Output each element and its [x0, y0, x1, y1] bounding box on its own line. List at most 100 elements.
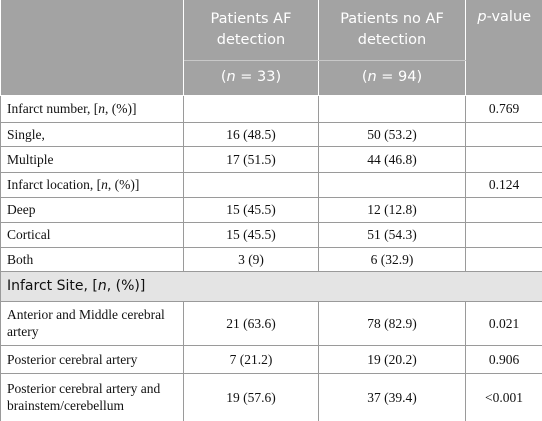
text: 78 (82.9) — [367, 315, 417, 331]
text: 0.906 — [488, 351, 520, 367]
text-run: ( — [361, 69, 368, 85]
cell — [465, 221, 542, 248]
text-run: n — [97, 277, 107, 294]
column-header: Patients no AF detection — [318, 0, 466, 61]
header-row: Patients AF detection Patients no AF dete… — [0, 0, 542, 96]
cell — [318, 171, 466, 198]
text: Both — [7, 251, 34, 267]
text-run: , (%)] — [106, 277, 146, 294]
header-row: (n = 33) (n = 94) — [1, 60, 542, 96]
text-run: -value — [486, 9, 532, 25]
text: 19 (20.2) — [367, 351, 417, 367]
table-row: Infarct location, [n, (%)] 0.124 — [0, 171, 542, 198]
text: 21 (63.6) — [226, 315, 276, 331]
cell — [183, 94, 319, 123]
text: Patients AF detection — [210, 10, 292, 48]
text: 16 (48.5) — [226, 126, 276, 142]
cell: 0.124 — [465, 171, 542, 198]
cell: 37 (39.4) — [318, 372, 466, 421]
text-run: ( — [220, 69, 227, 85]
row-label: Posterior cerebral artery — [0, 344, 184, 374]
cell: 0.769 — [465, 94, 542, 123]
text: 12 (12.8) — [367, 202, 417, 217]
table-row: Infarct number, [n, (%)] 0.769 — [0, 94, 542, 123]
cell: 15 (45.5) — [183, 221, 319, 248]
cell — [465, 145, 542, 173]
text: <0.001 — [485, 389, 523, 405]
row-label: Infarct number, [n, (%)] — [0, 94, 184, 123]
table-row: Posterior cerebral artery 7 (21.2) 19 (20.… — [0, 344, 542, 374]
cell — [318, 94, 466, 123]
cell: 15 (45.5) — [183, 196, 319, 223]
cell: 51 (54.3) — [318, 221, 466, 248]
cell: 7 (21.2) — [183, 344, 319, 374]
table-row: Both 3 (9) 6 (32.9) — [0, 246, 542, 272]
cell: 6 (32.9) — [318, 246, 466, 272]
text: 0.124 — [488, 177, 520, 192]
cell: 19 (57.6) — [183, 372, 319, 421]
text-run: Infarct location, [ — [7, 177, 102, 192]
text-run: n — [101, 177, 108, 192]
row-label: Multiple — [0, 145, 184, 173]
text-run: , (%)] — [107, 177, 140, 192]
cell: 12 (12.8) — [318, 196, 466, 223]
cell: 3 (9) — [183, 246, 319, 272]
column-header: Patients AF detection — [183, 0, 319, 61]
column-subheader: (n = 94) — [318, 60, 466, 96]
text: 37 (39.4) — [367, 389, 417, 405]
cell: 19 (20.2) — [318, 344, 466, 374]
table-row: Cortical 15 (45.5) 51 (54.3) — [0, 221, 542, 248]
text-run: n — [367, 69, 377, 85]
row-label: Deep — [0, 196, 184, 223]
text: Patients no AF detection — [340, 10, 444, 48]
text: 15 (45.5) — [226, 227, 276, 242]
cell: 50 (53.2) — [318, 121, 466, 147]
row-label: Posterior cerebral artery and brainstem/… — [0, 372, 184, 421]
cell — [465, 121, 542, 147]
text: 0.769 — [488, 101, 520, 116]
text-run: = 33) — [235, 69, 282, 85]
text: Cortical — [7, 227, 51, 242]
text: Posterior cerebral artery — [7, 351, 138, 367]
table-row: Multiple 17 (51.5) 44 (46.8) — [0, 145, 542, 173]
row-label: Single, — [0, 121, 184, 147]
cell — [465, 246, 542, 272]
text: 19 (57.6) — [226, 389, 276, 405]
text: 17 (51.5) — [226, 151, 276, 167]
text-run: n — [98, 101, 106, 116]
row-label: Anterior and Middle cerebral artery — [0, 300, 184, 346]
table-row: Deep 15 (45.5) 12 (12.8) — [0, 196, 542, 223]
cell: 21 (63.6) — [183, 300, 319, 346]
text: 6 (32.9) — [370, 251, 414, 267]
text: 51 (54.3) — [367, 227, 417, 242]
text: 3 (9) — [238, 251, 264, 267]
text: 0.021 — [488, 315, 520, 331]
cell: 78 (82.9) — [318, 300, 466, 346]
text: Posterior cerebral artery and brainstem/… — [7, 381, 161, 413]
header-cell — [0, 0, 184, 96]
cell: <0.001 — [465, 372, 542, 421]
text: Single, — [7, 126, 45, 142]
cell: 0.021 — [465, 300, 542, 346]
text: Multiple — [7, 151, 54, 167]
cell: 16 (48.5) — [183, 121, 319, 147]
text: Anterior and Middle cerebral artery — [7, 307, 165, 339]
text-run: Infarct number, [ — [7, 101, 99, 116]
text-run: Infarct Site, [ — [7, 277, 98, 294]
cell: 44 (46.8) — [318, 145, 466, 173]
text: 7 (21.2) — [229, 351, 273, 367]
table-row: Posterior cerebral artery and brainstem/… — [0, 372, 542, 421]
text: 15 (45.5) — [226, 202, 276, 217]
text-run: = 94) — [376, 69, 423, 85]
row-label: Infarct location, [n, (%)] — [0, 171, 184, 198]
table-row: Infarct Site, [n, (%)] — [0, 270, 542, 302]
row-label: Both — [0, 246, 184, 272]
text-run: , (%)] — [105, 101, 137, 116]
cell: 17 (51.5) — [183, 145, 319, 173]
text: Deep — [7, 202, 36, 217]
text-run: n — [226, 69, 236, 85]
text: 44 (46.8) — [367, 151, 417, 167]
cell — [465, 196, 542, 223]
